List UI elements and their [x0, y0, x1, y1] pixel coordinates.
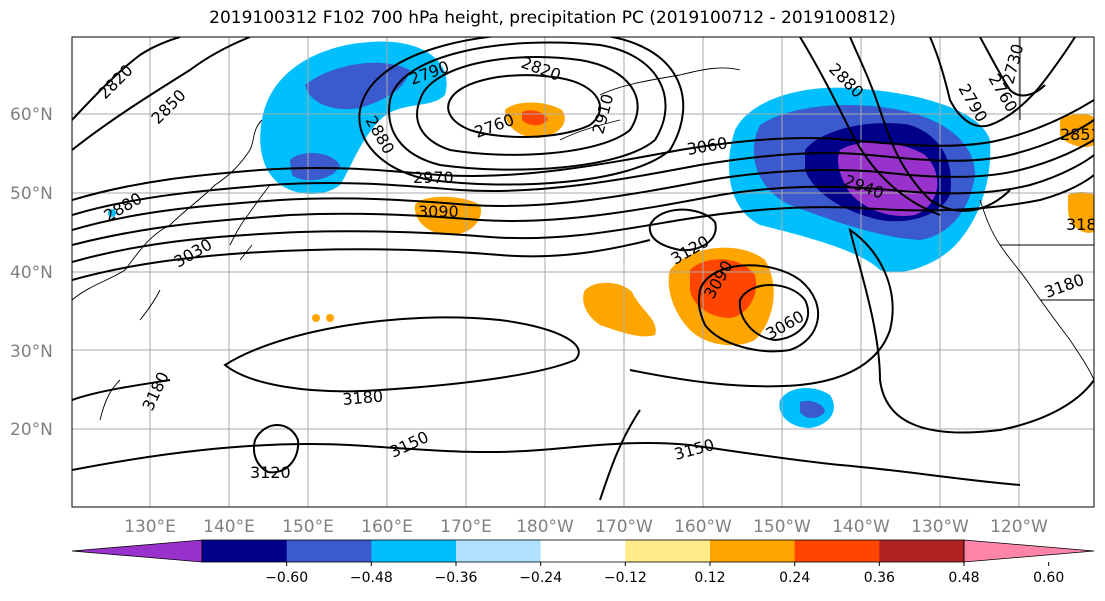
latitude-labels: 60°N 50°N 40°N 30°N 20°N — [10, 105, 53, 440]
lon-label: 150°W — [753, 517, 811, 537]
lat-label-30: 30°N — [10, 342, 53, 362]
colorbar-tick-label: 0.36 — [864, 570, 895, 586]
precip-dot-west — [108, 209, 116, 217]
lat-label-60: 60°N — [10, 105, 53, 125]
colorbar-segment — [540, 540, 626, 562]
precip-dot-small2 — [326, 314, 334, 322]
colorbar-tick-label: 0.24 — [779, 570, 810, 586]
contour-low-core — [447, 74, 601, 138]
precip-patch-ne-max — [837, 142, 938, 216]
colorbar: −0.60 −0.48 −0.36 −0.24 −0.12 0.12 0.24 0.36 0.4… — [71, 539, 1095, 586]
contour-3180-center — [223, 316, 580, 393]
contour-jet-6 — [72, 239, 651, 281]
lat-label-40: 40°N — [10, 263, 53, 283]
contour-low-ring2 — [416, 55, 639, 156]
colorbar-tick-label: 0.48 — [948, 570, 979, 586]
lon-label: 170°W — [595, 517, 653, 537]
height-contours — [72, 37, 1094, 501]
precip-patch-nw-core2 — [290, 153, 340, 181]
colorbar-frame — [201, 539, 965, 563]
contour-label: 3090 — [418, 202, 459, 221]
colorbar-tick-label: −0.12 — [604, 570, 647, 586]
contour-label: 2970 — [413, 168, 454, 187]
lon-label: 120°W — [990, 517, 1048, 537]
colorbar-segment — [286, 540, 372, 562]
coast-alaska — [559, 67, 741, 141]
colorbar-tick-label: −0.36 — [435, 570, 478, 586]
colorbar-tick-label: 0.60 — [1033, 570, 1064, 586]
colorbar-extend-min — [71, 539, 203, 563]
contour-3180-east — [629, 227, 1094, 434]
contour-3090-low — [697, 264, 819, 353]
contour-jet-1 — [72, 99, 1094, 201]
coast-namerica — [979, 199, 1094, 381]
colorbar-segment — [625, 540, 711, 562]
contour-3060-low — [738, 284, 810, 342]
precip-patch-hawaii-ne-core — [800, 400, 825, 418]
lon-label: 160°E — [361, 517, 413, 537]
contour-3150-tail — [599, 409, 641, 501]
lat-label-50: 50°N — [10, 184, 53, 204]
contour-2790 — [388, 41, 667, 171]
colorbar-segment — [456, 540, 542, 562]
colorbar-segment — [202, 540, 288, 562]
colorbar-segment — [371, 540, 457, 562]
lon-label: 140°E — [203, 517, 255, 537]
lon-label: 160°W — [674, 517, 732, 537]
colorbar-segment — [879, 540, 965, 562]
colorbar-tick-label: −0.60 — [265, 570, 308, 586]
contour-ne-trough2 — [799, 37, 941, 216]
contour-jet-4 — [72, 154, 1094, 246]
contour-3120-low — [648, 208, 717, 252]
colorbar-segment — [794, 540, 880, 562]
contour-label: 2851 — [1060, 125, 1101, 144]
map-area: 2820 2850 2880 3030 2790 2820 2880 2760 … — [72, 37, 1105, 507]
colorbar-segment — [710, 540, 796, 562]
colorbar-tick-label: −0.24 — [519, 570, 562, 586]
contour-jet-2 — [72, 119, 1094, 216]
lat-label-20: 20°N — [10, 420, 53, 440]
contour-3180-west — [72, 379, 171, 401]
colorbar-tick-label: 0.12 — [694, 570, 725, 586]
lon-label: 150°E — [282, 517, 334, 537]
contour-label: 3180 — [342, 387, 384, 409]
lon-label: 130°E — [124, 517, 176, 537]
lon-label: 180°W — [516, 517, 574, 537]
map-frame — [71, 36, 1095, 508]
precip-patch-central — [583, 282, 656, 337]
contour-2820 — [358, 37, 685, 186]
lon-label: 170°E — [440, 517, 492, 537]
contour-label: 3180 — [1066, 215, 1105, 234]
lon-label: 140°W — [832, 517, 890, 537]
contour-3120-small — [252, 424, 300, 474]
lon-label: 130°W — [911, 517, 969, 537]
contour-ne-ridge2 — [979, 37, 1046, 97]
contour-ne-ridge — [929, 37, 1076, 128]
contour-ne-trough1 — [849, 37, 1011, 212]
map-title: 2019100312 F102 700 hPa height, precipit… — [209, 8, 896, 28]
colorbar-tick-label: −0.48 — [350, 570, 393, 586]
contour-label: 3120 — [250, 463, 291, 482]
colorbar-extend-max — [963, 539, 1095, 563]
longitude-labels: 130°E 140°E 150°E 160°E 170°E 180°W 170°W 160°W… — [124, 517, 1048, 537]
precip-patch-midlat — [414, 196, 481, 235]
contour-3150-south — [72, 441, 1021, 486]
precip-dot-small — [312, 314, 320, 322]
contour-2820-nw — [72, 37, 181, 121]
contour-jet-3 — [72, 139, 1094, 231]
contour-2850-nw — [72, 37, 251, 151]
precip-patch-far-e — [1068, 192, 1094, 233]
